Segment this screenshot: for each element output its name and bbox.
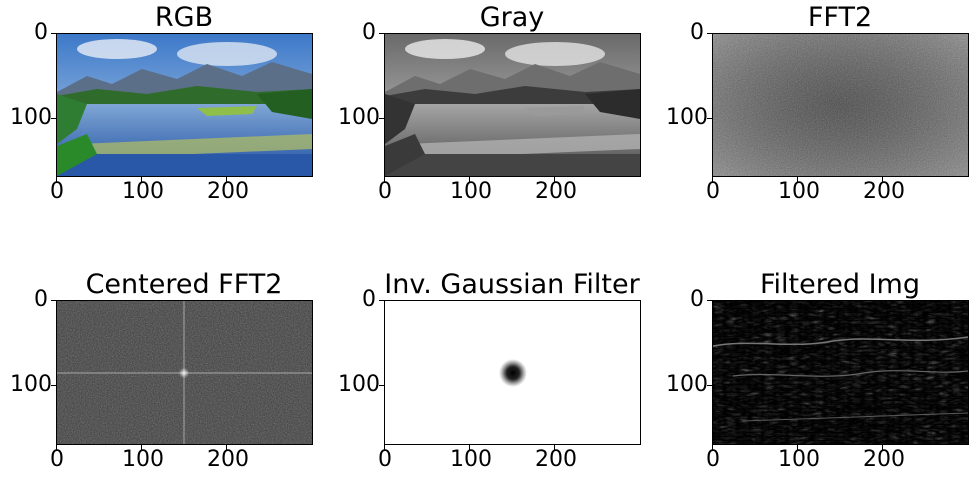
y-tick-label: 100 xyxy=(666,105,708,130)
x-tick-label: 0 xyxy=(50,179,64,204)
y-tick-label: 100 xyxy=(10,372,52,397)
image-gray xyxy=(384,33,641,177)
panel-title: RGB xyxy=(154,2,214,33)
y-tick-label: 100 xyxy=(10,105,52,130)
fft-magnitude-image xyxy=(713,34,968,176)
inverse-gaussian-filter-image xyxy=(385,301,640,444)
image-fft2 xyxy=(712,33,969,177)
x-tick-label: 0 xyxy=(50,447,64,472)
x-tick-label: 200 xyxy=(863,179,905,204)
x-tick-label: 0 xyxy=(378,447,392,472)
x-tick-label: 100 xyxy=(122,179,164,204)
rgb-landscape-image xyxy=(57,34,312,176)
x-tick-label: 100 xyxy=(450,447,492,472)
image-filtered xyxy=(712,300,969,445)
filtered-edges-image xyxy=(713,301,968,444)
y-tick-label: 0 xyxy=(362,287,376,312)
panel-title: Centered FFT2 xyxy=(85,269,283,300)
y-tick-label: 100 xyxy=(338,105,380,130)
x-tick-label: 200 xyxy=(207,447,249,472)
y-tick-label: 0 xyxy=(690,287,704,312)
panel-title: Inv. Gaussian Filter xyxy=(384,269,640,300)
panel-title: Filtered Img xyxy=(759,269,921,300)
image-inv-gaussian-filter xyxy=(384,300,641,445)
x-tick-label: 200 xyxy=(863,447,905,472)
x-tick-label: 0 xyxy=(378,179,392,204)
x-tick-label: 200 xyxy=(207,179,249,204)
y-tick-label: 100 xyxy=(338,372,380,397)
y-tick-label: 0 xyxy=(362,20,376,45)
x-tick-label: 100 xyxy=(778,447,820,472)
y-tick-label: 100 xyxy=(666,372,708,397)
y-tick-label: 0 xyxy=(690,20,704,45)
panel-title: Gray xyxy=(479,2,545,33)
panel-title: FFT2 xyxy=(807,2,873,33)
x-tick-label: 0 xyxy=(706,179,720,204)
x-tick-label: 0 xyxy=(706,447,720,472)
x-tick-label: 100 xyxy=(122,447,164,472)
x-tick-label: 200 xyxy=(535,447,577,472)
y-tick-label: 0 xyxy=(34,20,48,45)
image-rgb xyxy=(56,33,313,177)
centered-fft-image xyxy=(57,301,312,444)
grayscale-landscape-image xyxy=(385,34,640,176)
image-centered-fft2 xyxy=(56,300,313,445)
x-tick-label: 100 xyxy=(778,179,820,204)
y-tick-label: 0 xyxy=(34,287,48,312)
x-tick-label: 100 xyxy=(450,179,492,204)
x-tick-label: 200 xyxy=(535,179,577,204)
